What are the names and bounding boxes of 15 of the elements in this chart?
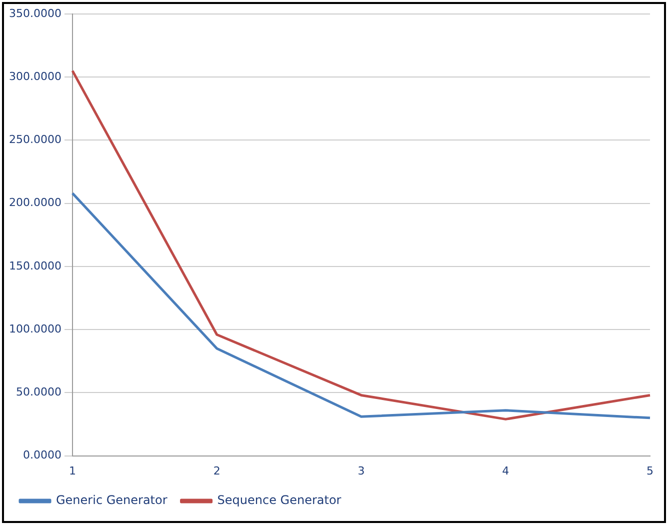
x-tick-label: 2 (213, 464, 220, 478)
y-tick-label: 200.0000 (8, 196, 62, 210)
y-tick-label: 100.0000 (8, 322, 62, 336)
y-tick-label: 300.0000 (8, 70, 62, 83)
y-tick-label: 250.0000 (8, 133, 62, 146)
y-tick-label: 50.0000 (16, 386, 62, 399)
y-tick-label: 350.0000 (8, 6, 62, 20)
x-tick-label: 3 (358, 464, 365, 478)
x-tick-label: 4 (502, 464, 510, 478)
y-tick-label: 150.0000 (8, 259, 62, 272)
y-tick-label: 0.0000 (22, 448, 62, 462)
x-tick-label: 1 (68, 464, 76, 478)
legend-label: Sequence Generator (217, 493, 342, 508)
legend-label: Generic Generator (56, 493, 168, 508)
x-tick-label: 5 (646, 464, 654, 478)
